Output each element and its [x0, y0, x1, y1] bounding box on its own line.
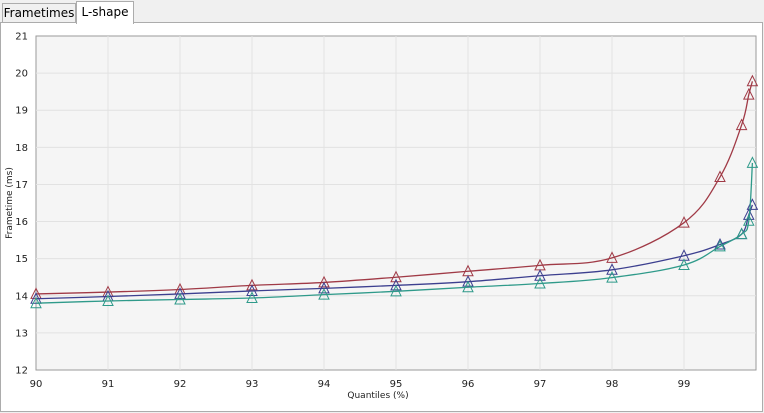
y-tick-label: 12: [15, 366, 28, 377]
tab-bar: Frametimes L-shape: [0, 0, 764, 24]
x-tick-label: 91: [102, 379, 115, 390]
data-point-red: [746, 74, 759, 87]
y-tick-label: 13: [15, 328, 28, 339]
data-point-red: [735, 118, 748, 131]
data-point-blue: [534, 269, 546, 281]
data-point-teal: [390, 284, 402, 297]
x-tick-label: 97: [534, 379, 547, 390]
x-tick-label: 94: [318, 379, 331, 390]
data-point-teal: [174, 292, 186, 305]
x-tick-label: 98: [606, 379, 619, 390]
y-tick-label: 18: [15, 143, 28, 154]
y-tick-labels: 12 13 14 15 16 17 18 19 20 21: [15, 32, 28, 377]
x-tick-label: 99: [678, 379, 691, 390]
tab-l-shape[interactable]: L-shape: [76, 1, 134, 24]
series-group: [30, 74, 759, 309]
x-tick-label: 90: [30, 379, 43, 390]
series-teal: [30, 156, 759, 309]
data-point-teal: [462, 280, 474, 293]
data-point-red: [390, 270, 402, 283]
data-point-teal: [606, 270, 618, 283]
data-point-blue: [606, 263, 618, 275]
data-point-blue: [246, 284, 258, 296]
y-tick-label: 20: [15, 69, 28, 80]
grid: [36, 36, 756, 370]
tab-frametimes[interactable]: Frametimes: [2, 3, 76, 22]
data-point-red: [714, 170, 726, 183]
data-point-blue: [174, 287, 186, 299]
data-point-blue: [462, 275, 474, 287]
y-axis-label: Frametime (ms): [5, 167, 15, 239]
x-tick-label: 93: [246, 379, 259, 390]
data-point-red: [246, 278, 258, 291]
data-point-blue: [30, 292, 42, 304]
x-tick-label: 92: [174, 379, 187, 390]
data-point-teal: [246, 291, 258, 303]
y-tick-label: 21: [15, 32, 28, 43]
y-tick-label: 14: [15, 291, 28, 302]
data-point-teal: [318, 288, 330, 300]
data-point-teal: [678, 258, 690, 270]
series-line-red: [35, 81, 754, 295]
x-axis-label: Quantiles (%): [347, 391, 408, 401]
data-point-red: [678, 216, 690, 228]
data-point-blue: [714, 237, 726, 250]
data-point-teal: [714, 239, 726, 252]
x-tick-label: 96: [462, 379, 475, 390]
data-point-teal: [102, 294, 114, 306]
data-point-blue: [390, 278, 402, 291]
data-point-red: [742, 88, 755, 100]
y-tick-label: 19: [15, 106, 28, 117]
data-point-blue: [318, 281, 330, 294]
data-point-teal: [746, 156, 759, 168]
data-point-teal: [30, 296, 42, 309]
y-tick-label: 15: [15, 254, 28, 265]
y-tick-label: 17: [15, 180, 28, 191]
x-tick-labels: 90 91 92 93 94 95 96 97 98 99: [30, 379, 691, 390]
data-point-teal: [534, 276, 546, 289]
data-point-red: [606, 251, 618, 263]
data-point-red: [318, 275, 330, 288]
data-point-teal: [742, 214, 755, 226]
data-point-teal: [735, 227, 748, 240]
x-tick-label: 95: [390, 379, 403, 390]
y-tick-label: 16: [15, 217, 28, 228]
